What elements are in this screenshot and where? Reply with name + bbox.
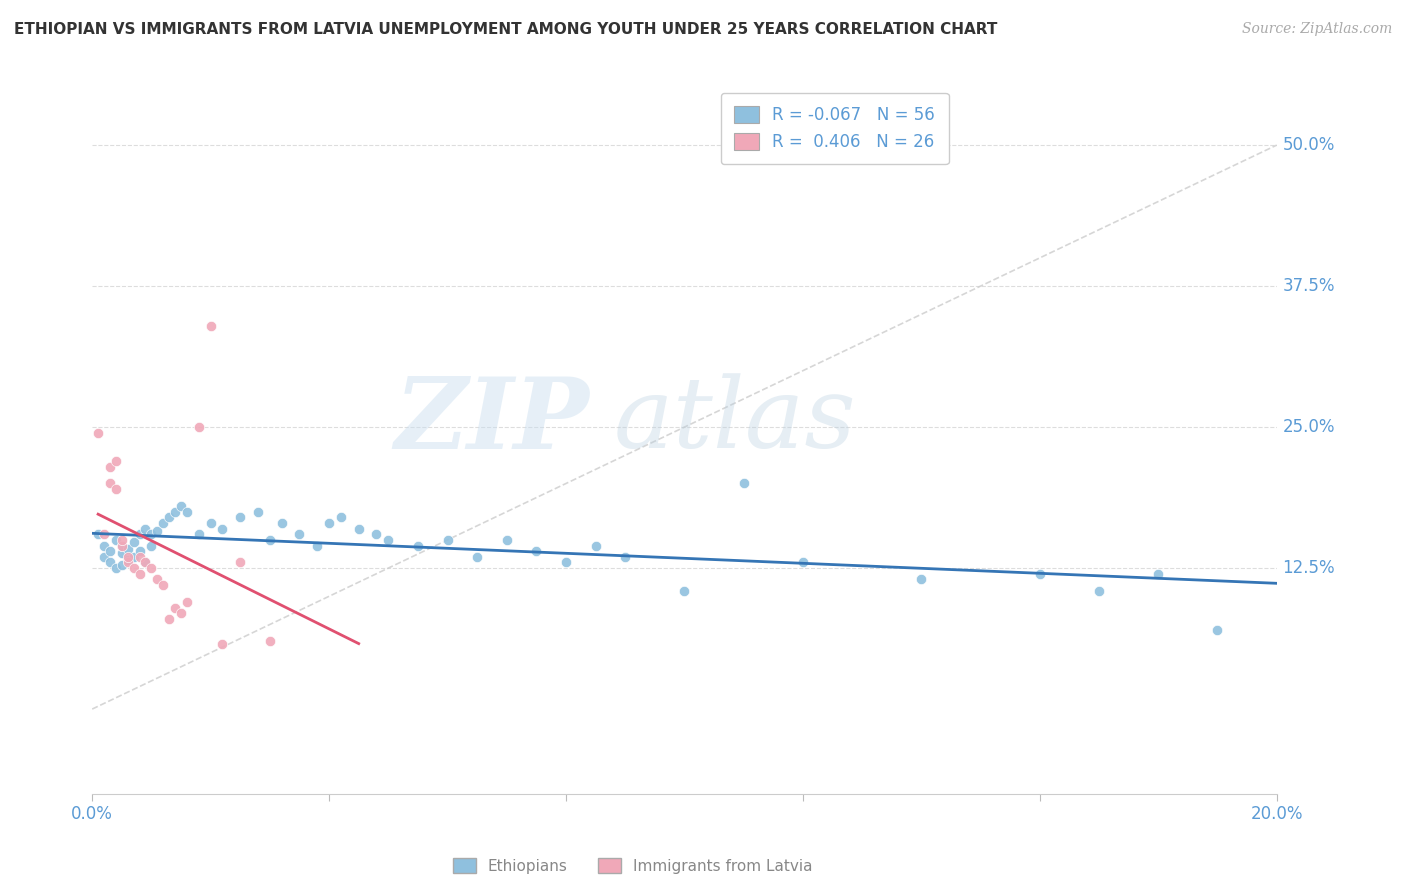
Point	[128, 549, 150, 564]
Point	[152, 578, 174, 592]
Point	[117, 549, 139, 564]
Point	[93, 527, 115, 541]
Point	[524, 544, 547, 558]
Point	[187, 527, 209, 541]
Point	[146, 524, 169, 538]
Point	[329, 510, 352, 524]
Point	[152, 516, 174, 530]
Point	[117, 553, 139, 567]
Point	[111, 533, 134, 547]
Point	[910, 573, 932, 587]
Point	[733, 476, 755, 491]
Point	[614, 549, 637, 564]
Point	[270, 516, 292, 530]
Point	[165, 505, 187, 519]
Point	[1088, 583, 1111, 598]
Point	[366, 527, 388, 541]
Point	[229, 510, 252, 524]
Point	[377, 533, 399, 547]
Point	[111, 558, 134, 572]
Text: Source: ZipAtlas.com: Source: ZipAtlas.com	[1241, 22, 1392, 37]
Point	[200, 516, 222, 530]
Point	[259, 634, 281, 648]
Point	[122, 549, 145, 564]
Point	[87, 425, 110, 440]
Point	[436, 533, 458, 547]
Point	[122, 535, 145, 549]
Point	[259, 533, 281, 547]
Point	[104, 454, 127, 468]
Point	[211, 637, 233, 651]
Point	[141, 527, 163, 541]
Point	[146, 573, 169, 587]
Point	[673, 583, 696, 598]
Point	[200, 318, 222, 333]
Point	[117, 541, 139, 556]
Point	[111, 539, 134, 553]
Point	[141, 561, 163, 575]
Point	[157, 612, 180, 626]
Point	[93, 549, 115, 564]
Point	[104, 482, 127, 496]
Point	[406, 539, 429, 553]
Point	[98, 544, 121, 558]
Point	[141, 539, 163, 553]
Point	[98, 459, 121, 474]
Point	[176, 595, 198, 609]
Point	[111, 539, 134, 553]
Point	[555, 556, 578, 570]
Point	[111, 546, 134, 560]
Point	[134, 522, 156, 536]
Point	[347, 522, 370, 536]
Point	[318, 516, 340, 530]
Point	[187, 420, 209, 434]
Point	[585, 539, 607, 553]
Text: ETHIOPIAN VS IMMIGRANTS FROM LATVIA UNEMPLOYMENT AMONG YOUTH UNDER 25 YEARS CORR: ETHIOPIAN VS IMMIGRANTS FROM LATVIA UNEM…	[14, 22, 997, 37]
Point	[134, 556, 156, 570]
Point	[170, 499, 193, 513]
Legend: Ethiopians, Immigrants from Latvia: Ethiopians, Immigrants from Latvia	[447, 852, 818, 880]
Point	[170, 606, 193, 620]
Text: atlas: atlas	[613, 374, 856, 469]
Point	[211, 522, 233, 536]
Point	[792, 556, 814, 570]
Point	[128, 544, 150, 558]
Point	[465, 549, 488, 564]
Point	[128, 527, 150, 541]
Point	[134, 556, 156, 570]
Point	[122, 561, 145, 575]
Point	[128, 566, 150, 581]
Point	[1147, 566, 1170, 581]
Point	[165, 600, 187, 615]
Text: ZIP: ZIP	[395, 373, 589, 469]
Point	[98, 556, 121, 570]
Point	[1029, 566, 1052, 581]
Point	[229, 556, 252, 570]
Point	[93, 539, 115, 553]
Point	[307, 539, 329, 553]
Point	[98, 476, 121, 491]
Text: 12.5%: 12.5%	[1282, 559, 1336, 577]
Point	[247, 505, 270, 519]
Text: 50.0%: 50.0%	[1282, 136, 1334, 154]
Point	[104, 561, 127, 575]
Point	[176, 505, 198, 519]
Point	[87, 527, 110, 541]
Legend: R = -0.067   N = 56, R =  0.406   N = 26: R = -0.067 N = 56, R = 0.406 N = 26	[721, 93, 949, 164]
Point	[157, 510, 180, 524]
Point	[1206, 623, 1229, 637]
Point	[117, 556, 139, 570]
Point	[288, 527, 311, 541]
Point	[104, 533, 127, 547]
Point	[495, 533, 517, 547]
Text: 25.0%: 25.0%	[1282, 418, 1336, 436]
Text: 37.5%: 37.5%	[1282, 277, 1336, 295]
